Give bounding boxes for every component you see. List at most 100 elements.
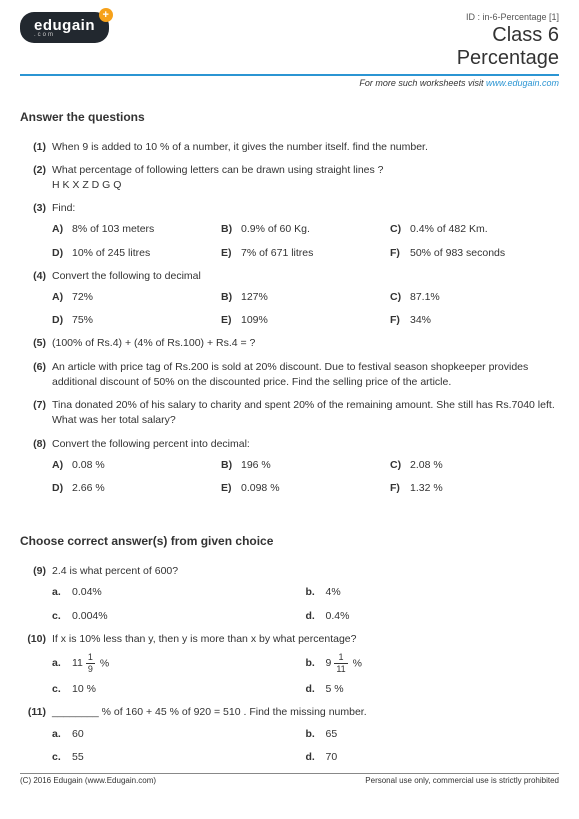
q8-E: 0.098 % <box>241 481 390 496</box>
q10-a-label: a. <box>52 656 72 671</box>
q10-c: 10 % <box>72 682 306 697</box>
q9-d-label: d. <box>306 609 326 624</box>
q8-D-label: D) <box>52 481 72 496</box>
q9-number: (9) <box>20 564 52 624</box>
q11-c: 55 <box>72 750 306 765</box>
q9-c: 0.004% <box>72 609 306 624</box>
q6-text: An article with price tag of Rs.200 is s… <box>52 360 559 390</box>
q10-b-frac: 111 <box>334 653 347 674</box>
q4-C: 87.1% <box>410 290 559 305</box>
q8-F-label: F) <box>390 481 410 496</box>
q7-text: Tina donated 20% of his salary to charit… <box>52 398 559 428</box>
question-5: (5) (100% of Rs.4) + (4% of Rs.100) + Rs… <box>20 336 559 351</box>
question-2: (2) What percentage of following letters… <box>20 163 559 193</box>
q4-text: Convert the following to decimal <box>52 269 559 284</box>
q8-text: Convert the following percent into decim… <box>52 437 559 452</box>
q4-E-label: E) <box>221 313 241 328</box>
question-1: (1) When 9 is added to 10 % of a number,… <box>20 140 559 155</box>
q8-A: 0.08 % <box>72 458 221 473</box>
q9-c-label: c. <box>52 609 72 624</box>
tagline-text: For more such worksheets visit <box>359 78 486 88</box>
q2-number: (2) <box>20 163 52 193</box>
question-7: (7) Tina donated 20% of his salary to ch… <box>20 398 559 428</box>
q7-number: (7) <box>20 398 52 428</box>
question-9: (9) 2.4 is what percent of 600? a.0.04% … <box>20 564 559 624</box>
q3-D: 10% of 245 litres <box>72 246 221 261</box>
q11-d: 70 <box>326 750 560 765</box>
q5-number: (5) <box>20 336 52 351</box>
question-3: (3) Find: A)8% of 103 meters B)0.9% of 6… <box>20 201 559 261</box>
q8-body: Convert the following percent into decim… <box>52 437 559 497</box>
footer-left: (C) 2016 Edugain (www.Edugain.com) <box>20 776 156 785</box>
q8-C-label: C) <box>390 458 410 473</box>
q8-number: (8) <box>20 437 52 497</box>
q3-C: 0.4% of 482 Km. <box>410 222 559 237</box>
q4-parts: A)72% B)127% C)87.1% D)75% E)109% F)34% <box>52 290 559 328</box>
q10-a-whole: 11 <box>72 656 83 671</box>
q8-E-label: E) <box>221 481 241 496</box>
footer: (C) 2016 Edugain (www.Edugain.com) Perso… <box>20 773 559 789</box>
q11-a-label: a. <box>52 727 72 742</box>
q9-text: 2.4 is what percent of 600? <box>52 564 559 579</box>
q3-B-label: B) <box>221 222 241 237</box>
section1-title: Answer the questions <box>20 110 559 124</box>
q9-options: a.0.04% b.4% c.0.004% d.0.4% <box>52 585 559 623</box>
q9-b-label: b. <box>306 585 326 600</box>
q9-body: 2.4 is what percent of 600? a.0.04% b.4%… <box>52 564 559 624</box>
tagline-link[interactable]: www.edugain.com <box>486 78 559 88</box>
question-8: (8) Convert the following percent into d… <box>20 437 559 497</box>
q10-b-whole: 9 <box>326 656 332 671</box>
q11-body: ________ % of 160 + 45 % of 920 = 510 . … <box>52 705 559 765</box>
q8-F: 1.32 % <box>410 481 559 496</box>
q4-B-label: B) <box>221 290 241 305</box>
q3-E: 7% of 671 litres <box>241 246 390 261</box>
q11-b: 65 <box>326 727 560 742</box>
q8-B-label: B) <box>221 458 241 473</box>
q4-F: 34% <box>410 313 559 328</box>
section2-title: Choose correct answer(s) from given choi… <box>20 534 559 548</box>
q10-a-suffix: % <box>97 657 109 669</box>
q4-F-label: F) <box>390 313 410 328</box>
tagline: For more such worksheets visit www.eduga… <box>20 78 559 88</box>
q3-F-label: F) <box>390 246 410 261</box>
q3-E-label: E) <box>221 246 241 261</box>
q11-number: (11) <box>20 705 52 765</box>
footer-right: Personal use only, commercial use is str… <box>365 776 559 785</box>
q11-options: a.60 b.65 c.55 d.70 <box>52 727 559 765</box>
q10-a-frac: 19 <box>86 653 95 674</box>
question-4: (4) Convert the following to decimal A)7… <box>20 269 559 329</box>
q1-text: When 9 is added to 10 % of a number, it … <box>52 140 559 155</box>
q3-D-label: D) <box>52 246 72 261</box>
edugain-logo: edugain .com + <box>20 12 109 43</box>
q4-number: (4) <box>20 269 52 329</box>
q11-c-label: c. <box>52 750 72 765</box>
header-divider <box>20 74 559 76</box>
q10-c-label: c. <box>52 682 72 697</box>
q3-B: 0.9% of 60 Kg. <box>241 222 390 237</box>
q4-A-label: A) <box>52 290 72 305</box>
q2-line1: What percentage of following letters can… <box>52 163 559 178</box>
q10-text: If x is 10% less than y, then y is more … <box>52 632 559 647</box>
worksheet-page: edugain .com + ID : in-6-Percentage [1] … <box>0 0 579 789</box>
question-10: (10) If x is 10% less than y, then y is … <box>20 632 559 697</box>
question-6: (6) An article with price tag of Rs.200 … <box>20 360 559 390</box>
q9-a: 0.04% <box>72 585 306 600</box>
logo-container: edugain .com + <box>20 12 109 43</box>
q11-b-label: b. <box>306 727 326 742</box>
q6-number: (6) <box>20 360 52 390</box>
q9-d: 0.4% <box>326 609 560 624</box>
q3-number: (3) <box>20 201 52 261</box>
q2-body: What percentage of following letters can… <box>52 163 559 193</box>
q4-C-label: C) <box>390 290 410 305</box>
q4-E: 109% <box>241 313 390 328</box>
q8-A-label: A) <box>52 458 72 473</box>
q5-text: (100% of Rs.4) + (4% of Rs.100) + Rs.4 =… <box>52 336 559 351</box>
q10-d-label: d. <box>306 682 326 697</box>
header: edugain .com + ID : in-6-Percentage [1] … <box>20 12 559 70</box>
q8-C: 2.08 % <box>410 458 559 473</box>
q4-B: 127% <box>241 290 390 305</box>
q4-A: 72% <box>72 290 221 305</box>
q11-d-label: d. <box>306 750 326 765</box>
q10-options: a. 1119 % b. 9111 % c.10 % d.5 % <box>52 653 559 697</box>
q4-D: 75% <box>72 313 221 328</box>
